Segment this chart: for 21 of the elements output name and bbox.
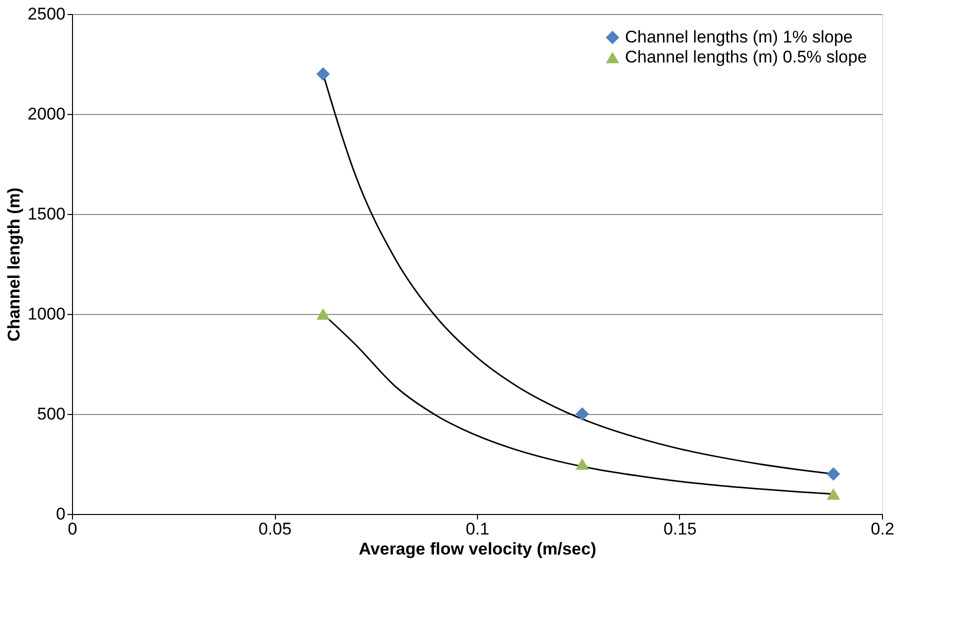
point bbox=[826, 488, 840, 500]
x-axis-title: Average flow velocity (m/sec) bbox=[358, 540, 596, 558]
y-tick-label: 1500 bbox=[28, 204, 66, 224]
y-axis-title: Channel length (m) bbox=[4, 188, 24, 342]
point bbox=[576, 458, 590, 470]
y-tick-label: 1000 bbox=[28, 304, 66, 324]
point bbox=[826, 467, 840, 481]
x-tick-label: 0 bbox=[68, 520, 78, 538]
y-tick-label: 0 bbox=[56, 504, 66, 524]
y-tick-label: 500 bbox=[37, 404, 66, 424]
y-tick-label: 2000 bbox=[28, 104, 66, 124]
point bbox=[316, 308, 330, 320]
x-tick-label: 0.2 bbox=[870, 520, 894, 538]
point bbox=[576, 407, 590, 421]
legend-label: Channel lengths (m) 1% slope bbox=[625, 28, 853, 46]
x-tick-label: 0.05 bbox=[258, 520, 292, 538]
legend-label: Channel lengths (m) 0.5% slope bbox=[625, 48, 867, 66]
x-tick-label: 0.1 bbox=[466, 520, 490, 538]
point bbox=[316, 67, 330, 81]
y-tick-label: 2500 bbox=[28, 4, 66, 24]
x-tick-label: 0.15 bbox=[663, 520, 697, 538]
